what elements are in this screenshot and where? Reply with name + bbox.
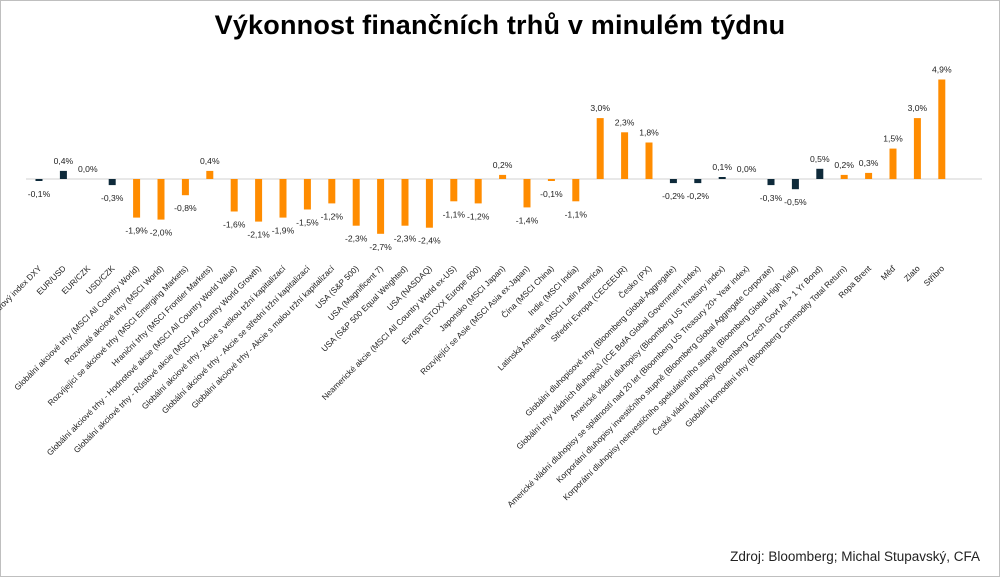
bar	[425, 179, 433, 228]
data-label: -0,1%	[28, 189, 51, 199]
bar	[694, 179, 702, 184]
bar	[352, 179, 360, 226]
bar	[133, 179, 141, 218]
data-label: -2,3%	[345, 234, 368, 244]
data-label: -0,5%	[784, 197, 807, 207]
bar	[230, 179, 238, 212]
data-label: -1,9%	[125, 226, 148, 236]
bar	[35, 179, 43, 181]
data-label: -2,1%	[247, 230, 270, 240]
category-label: Stříbro	[922, 263, 947, 288]
data-label: -2,3%	[394, 234, 417, 244]
data-label: 0,4%	[54, 156, 74, 166]
data-label: -1,9%	[272, 226, 295, 236]
data-label: 3,0%	[908, 103, 928, 113]
data-label: -2,7%	[369, 242, 392, 252]
data-label: 4,9%	[932, 65, 952, 75]
data-label: 2,3%	[615, 117, 635, 127]
data-label: 0,2%	[493, 160, 513, 170]
data-label: -1,1%	[443, 209, 466, 219]
bar	[279, 179, 287, 218]
bar	[181, 179, 189, 196]
data-label: 0,0%	[737, 164, 757, 174]
bar	[450, 179, 458, 202]
category-label: Zlato	[902, 263, 922, 283]
bar	[401, 179, 409, 226]
bar	[255, 179, 263, 222]
data-label: -0,8%	[174, 203, 197, 213]
data-label: -0,3%	[760, 193, 783, 203]
bar	[572, 179, 580, 202]
bar	[596, 118, 604, 179]
bar	[547, 179, 555, 181]
bar	[621, 132, 629, 179]
bar	[889, 148, 897, 180]
data-label: 0,4%	[200, 156, 220, 166]
data-label: -0,1%	[540, 189, 563, 199]
data-label: 1,5%	[883, 134, 903, 144]
bar	[474, 179, 482, 204]
bar	[328, 179, 336, 204]
bar	[718, 177, 726, 179]
bar	[523, 179, 531, 208]
data-label: -1,2%	[467, 211, 490, 221]
data-label: -0,3%	[101, 193, 124, 203]
bar	[157, 179, 165, 220]
data-label: 0,5%	[810, 154, 830, 164]
bar	[645, 142, 653, 179]
data-label: 0,1%	[712, 162, 732, 172]
chart-title: Výkonnost finančních trhů v minulém týdn…	[214, 10, 786, 40]
category-label: Měď	[879, 263, 898, 282]
data-label: -1,2%	[321, 211, 344, 221]
bar	[840, 174, 848, 179]
bar	[59, 170, 67, 179]
bar	[499, 174, 507, 179]
data-label: -1,1%	[565, 209, 588, 219]
data-label: -1,5%	[296, 217, 319, 227]
data-label: -1,4%	[516, 215, 539, 225]
bar	[865, 172, 873, 179]
data-label: -1,6%	[223, 220, 246, 230]
data-label: 0,0%	[78, 164, 98, 174]
bar	[377, 179, 385, 234]
data-label: -2,0%	[150, 228, 173, 238]
bar	[938, 79, 946, 179]
bar	[206, 170, 214, 179]
source-note: Zdroj: Bloomberg; Michal Stupavský, CFA	[730, 549, 980, 564]
data-label: -0,2%	[687, 191, 710, 201]
bar	[669, 179, 677, 184]
data-label: -0,2%	[662, 191, 685, 201]
bar	[108, 179, 116, 186]
bar	[816, 168, 824, 179]
data-label: 0,2%	[834, 160, 854, 170]
data-label: -2,4%	[418, 236, 441, 246]
data-label: 3,0%	[590, 103, 610, 113]
bar	[303, 179, 311, 210]
data-label: 1,8%	[639, 128, 659, 138]
bar	[913, 118, 921, 179]
bar	[791, 179, 799, 190]
bar	[767, 179, 775, 186]
data-label: 0,3%	[859, 158, 879, 168]
